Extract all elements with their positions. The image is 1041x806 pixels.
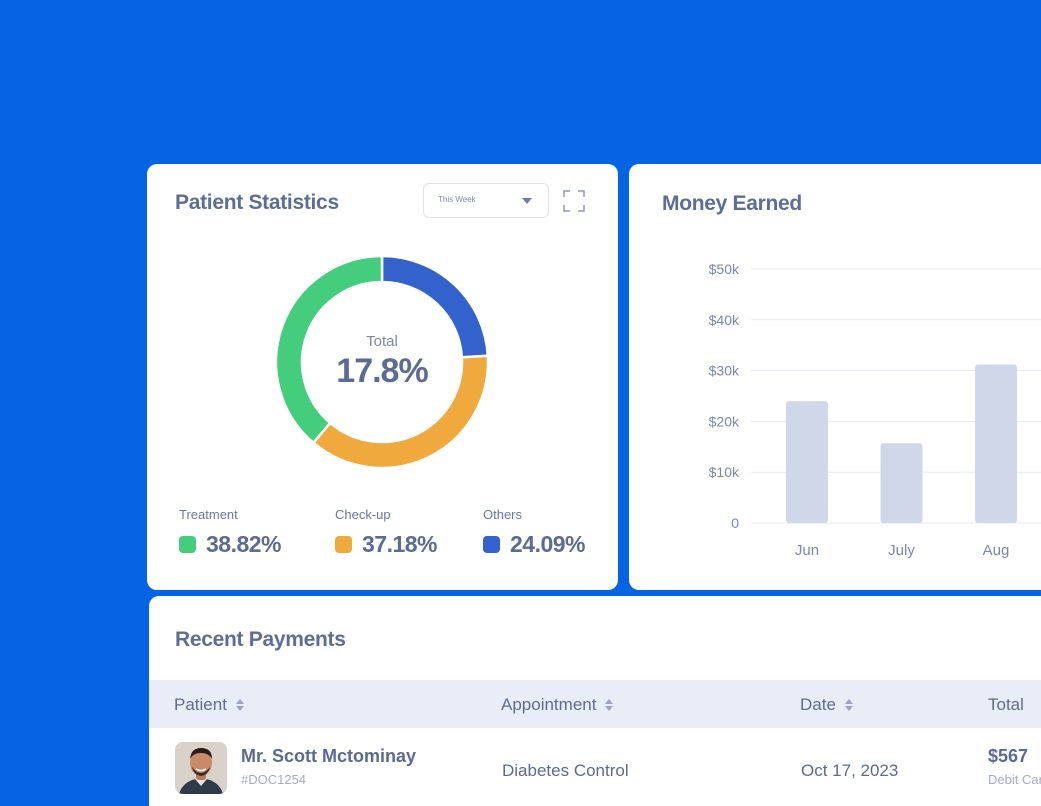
legend-swatch bbox=[483, 536, 500, 553]
column-header-label: Patient bbox=[174, 695, 227, 714]
chevron-down-icon bbox=[522, 198, 532, 204]
y-tick-label: $30k bbox=[709, 363, 740, 379]
legend-value: 38.82% bbox=[206, 531, 282, 557]
donut-total-label: Total bbox=[366, 333, 398, 350]
y-tick-label: 0 bbox=[731, 515, 739, 531]
bar-aug[interactable] bbox=[975, 364, 1017, 523]
table-header: Patient Appointment Date Total bbox=[149, 680, 1041, 728]
donut-center: Total 17.8% bbox=[274, 254, 490, 470]
y-tick-label: $10k bbox=[709, 464, 740, 480]
recent-payments-title: Recent Payments bbox=[175, 628, 346, 651]
amount-cell: $567 bbox=[988, 746, 1029, 766]
column-header-appointment[interactable]: Appointment bbox=[501, 695, 614, 715]
column-header-label: Appointment bbox=[501, 695, 597, 714]
bar-july[interactable] bbox=[880, 443, 923, 523]
expand-icon[interactable] bbox=[563, 190, 585, 212]
period-select[interactable]: This Week bbox=[423, 183, 549, 218]
y-tick-label: $50k bbox=[709, 261, 740, 277]
donut-segment-treatment[interactable] bbox=[274, 254, 384, 445]
date-cell: Oct 17, 2023 bbox=[801, 761, 899, 780]
money-earned-title: Money Earned bbox=[662, 192, 802, 215]
legend-label: Check-up bbox=[335, 507, 391, 522]
bar-jun[interactable] bbox=[786, 401, 828, 523]
column-header-date[interactable]: Date bbox=[800, 695, 853, 715]
x-tick-label: Aug bbox=[983, 542, 1010, 559]
period-select-value: This Week bbox=[438, 195, 476, 204]
legend-check-up: Check-up 37.18% bbox=[335, 507, 438, 558]
patient-name[interactable]: Mr. Scott Mctominay bbox=[241, 746, 417, 766]
patient-statistics-title: Patient Statistics bbox=[175, 191, 339, 214]
legend-label: Treatment bbox=[179, 507, 238, 522]
column-header-total[interactable]: Total bbox=[988, 695, 1024, 715]
money-earned-chart: 0 $10k $20k $30k $40k $50k Jun July Aug bbox=[709, 261, 1041, 559]
column-header-patient[interactable]: Patient bbox=[174, 695, 244, 715]
legend-value: 37.18% bbox=[362, 531, 438, 557]
patient-statistics-card: Patient Statistics This Week Total 17.8%… bbox=[147, 164, 618, 590]
y-tick-label: $40k bbox=[709, 312, 740, 328]
money-earned-card: Money Earned 0 $10k $20k $30k $40k $50k Jun Jul… bbox=[629, 164, 1041, 590]
legend-label: Others bbox=[483, 507, 523, 522]
patient-id: #DOC1254 bbox=[241, 772, 307, 787]
sort-icon[interactable] bbox=[844, 699, 853, 711]
x-tick-label: July bbox=[888, 542, 915, 559]
legend-swatch bbox=[335, 536, 352, 553]
x-tick-label: Jun bbox=[795, 542, 819, 559]
sort-icon[interactable] bbox=[235, 699, 244, 711]
payment-method-cell: Debit Card bbox=[988, 772, 1041, 787]
legend-swatch bbox=[179, 536, 196, 553]
recent-payments-card: Recent Payments Patient Appointment Date… bbox=[149, 596, 1041, 806]
sort-icon[interactable] bbox=[605, 699, 614, 711]
legend-treatment: Treatment 38.82% bbox=[179, 507, 282, 558]
y-tick-label: $20k bbox=[709, 413, 740, 429]
donut-total-value: 17.8% bbox=[336, 352, 428, 390]
avatar bbox=[175, 742, 227, 794]
legend-others: Others 24.09% bbox=[483, 507, 586, 558]
patient-statistics-donut bbox=[274, 254, 490, 470]
appointment-cell: Diabetes Control bbox=[502, 761, 629, 780]
table-row[interactable]: Mr. Scott Mctominay #DOC1254 Diabetes Co… bbox=[149, 738, 1041, 798]
legend-value: 24.09% bbox=[510, 531, 586, 557]
column-header-label: Total bbox=[988, 695, 1024, 714]
column-header-label: Date bbox=[800, 695, 836, 714]
